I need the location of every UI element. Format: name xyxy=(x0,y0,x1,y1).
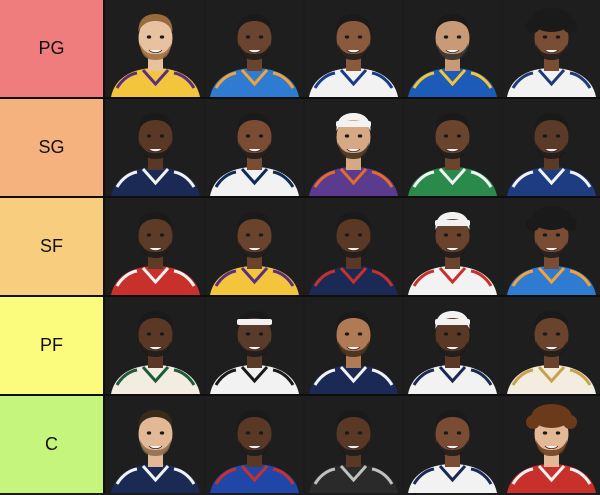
tier-items xyxy=(105,198,600,295)
player-card[interactable] xyxy=(206,99,303,196)
player-card[interactable] xyxy=(206,297,303,394)
player-headshot xyxy=(503,99,600,196)
player-headshot xyxy=(404,99,501,196)
player-headshot xyxy=(206,99,303,196)
tier-label[interactable]: SF xyxy=(0,198,105,295)
tier-row-pf: PF xyxy=(0,297,600,394)
player-card[interactable] xyxy=(404,0,501,97)
player-card[interactable] xyxy=(404,297,501,394)
player-card[interactable] xyxy=(503,297,600,394)
player-headshot xyxy=(305,297,402,394)
player-card[interactable] xyxy=(503,0,600,97)
player-headshot xyxy=(107,198,204,295)
tier-row-sf: SF xyxy=(0,198,600,295)
player-headshot xyxy=(107,99,204,196)
tier-items xyxy=(105,99,600,196)
player-headshot xyxy=(305,198,402,295)
player-headshot xyxy=(305,99,402,196)
player-headshot xyxy=(206,198,303,295)
tier-divider xyxy=(0,394,600,396)
player-card[interactable] xyxy=(206,198,303,295)
player-card[interactable] xyxy=(305,0,402,97)
player-headshot xyxy=(404,297,501,394)
player-card[interactable] xyxy=(206,0,303,97)
player-card[interactable] xyxy=(503,198,600,295)
player-card[interactable] xyxy=(305,396,402,493)
player-headshot xyxy=(404,198,501,295)
player-card[interactable] xyxy=(503,99,600,196)
player-headshot xyxy=(503,0,600,97)
player-card[interactable] xyxy=(107,0,204,97)
player-headshot xyxy=(107,297,204,394)
player-card[interactable] xyxy=(404,198,501,295)
tier-label[interactable]: C xyxy=(0,396,105,493)
tier-divider xyxy=(0,97,600,99)
player-headshot xyxy=(107,396,204,493)
player-card[interactable] xyxy=(305,297,402,394)
tier-row-sg: SG xyxy=(0,99,600,196)
tier-items xyxy=(105,297,600,394)
player-headshot xyxy=(206,297,303,394)
player-headshot xyxy=(206,396,303,493)
player-card[interactable] xyxy=(206,396,303,493)
tier-divider xyxy=(0,196,600,198)
player-headshot xyxy=(503,198,600,295)
player-headshot xyxy=(503,297,600,394)
player-card[interactable] xyxy=(305,198,402,295)
player-headshot xyxy=(404,396,501,493)
tier-row-pg: PG xyxy=(0,0,600,97)
player-card[interactable] xyxy=(107,99,204,196)
player-card[interactable] xyxy=(503,396,600,493)
player-card[interactable] xyxy=(107,297,204,394)
player-headshot xyxy=(206,0,303,97)
player-card[interactable] xyxy=(107,198,204,295)
player-headshot xyxy=(107,0,204,97)
tier-label[interactable]: SG xyxy=(0,99,105,196)
tier-items xyxy=(105,396,600,493)
player-headshot xyxy=(305,396,402,493)
player-headshot xyxy=(404,0,501,97)
tier-items xyxy=(105,0,600,97)
tier-row-c: C xyxy=(0,396,600,493)
tier-label[interactable]: PG xyxy=(0,0,105,97)
tier-divider xyxy=(0,295,600,297)
player-headshot xyxy=(503,396,600,493)
tier-label[interactable]: PF xyxy=(0,297,105,394)
player-card[interactable] xyxy=(107,396,204,493)
player-headshot xyxy=(305,0,402,97)
player-card[interactable] xyxy=(404,396,501,493)
player-card[interactable] xyxy=(305,99,402,196)
player-card[interactable] xyxy=(404,99,501,196)
